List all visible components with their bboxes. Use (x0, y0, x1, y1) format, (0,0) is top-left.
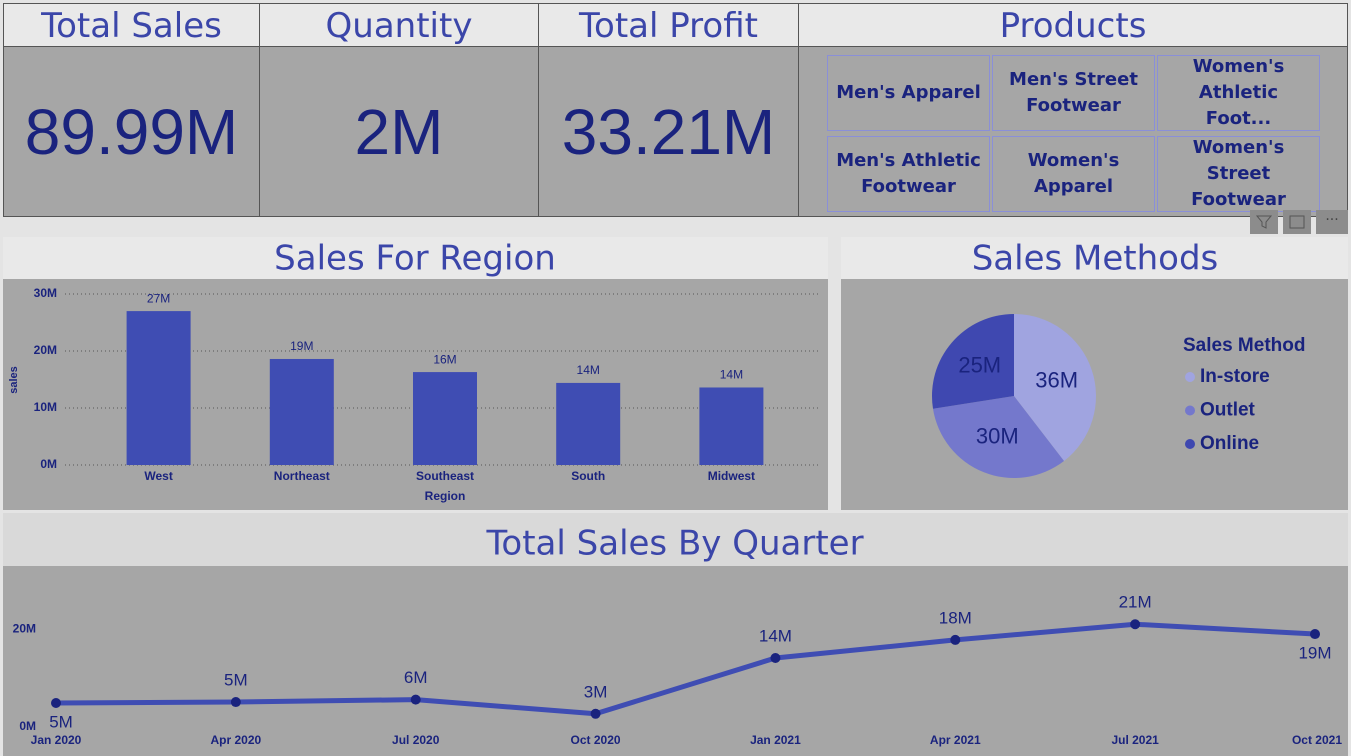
x-tick-label: Northeast (274, 469, 330, 483)
data-label: 19M (1298, 644, 1331, 663)
panel (3, 279, 828, 510)
legend-label: Online (1200, 433, 1259, 454)
card-value: 33.21M (561, 96, 776, 168)
point (51, 698, 61, 709)
chart-title: Total Sales By Quarter (485, 524, 863, 564)
data-label: 14M (759, 626, 792, 645)
slicer-item[interactable]: Women's Apparel (992, 136, 1155, 212)
legend-marker (1185, 405, 1195, 416)
panel (841, 279, 1348, 510)
slicer-item[interactable]: Men's Athletic Footwear (827, 136, 990, 212)
panel (3, 566, 1348, 756)
chart-title: Sales For Region (274, 239, 556, 279)
data-label: 18M (939, 608, 972, 627)
bar (126, 311, 191, 465)
panel-header (3, 237, 828, 279)
slicer: Products Men's Apparel Men's Street Foot… (798, 3, 1348, 217)
x-tick-label: Jan 2020 (31, 733, 82, 747)
data-label: 19M (290, 339, 313, 353)
point (410, 694, 421, 705)
data-label: 21M (1119, 593, 1152, 612)
legend-marker (1185, 372, 1195, 382)
point (770, 653, 781, 664)
card-title: Total Profit (539, 4, 798, 47)
legend-label: In-store (1200, 366, 1270, 387)
bar (269, 358, 334, 465)
y-tick-label: 30M (34, 286, 57, 300)
y-tick-label: 0M (19, 719, 36, 733)
card-value: 89.99M (24, 96, 239, 168)
chart-title: Sales Methods (972, 239, 1219, 279)
pie-slice (931, 314, 1014, 409)
slicer-item[interactable]: Men's Street Footwear (992, 55, 1155, 131)
slicer-item[interactable]: Women's Street Footwear (1157, 136, 1320, 212)
data-label: 5M (224, 671, 248, 690)
bar (556, 382, 621, 465)
data-label: 36M (1035, 367, 1078, 392)
x-tick-label: Jan 2021 (750, 733, 801, 747)
x-tick-label: Apr 2021 (930, 733, 981, 747)
x-tick-label: Jul 2021 (1111, 733, 1159, 747)
data-label: 25M (958, 352, 1001, 377)
y-tick-label: 20M (34, 343, 57, 357)
y-axis-label: sales (8, 366, 20, 394)
line (55, 621, 1316, 717)
point (1310, 629, 1320, 640)
data-label: 3M (584, 682, 608, 701)
data-label: 14M (720, 368, 743, 382)
x-tick-label: Apr 2020 (211, 733, 262, 747)
data-label: 27M (147, 291, 170, 305)
slicer-item[interactable]: Women's Athletic Foot... (1157, 55, 1320, 131)
legend-title: Sales Method (1183, 335, 1305, 356)
card-value: 2M (354, 96, 444, 168)
pie-slice (1014, 314, 1096, 461)
data-label: 16M (433, 352, 456, 366)
x-tick-label: Oct 2021 (1292, 733, 1342, 747)
pie-slice (932, 396, 1065, 478)
legend-marker (1185, 439, 1195, 449)
data-label: 14M (577, 363, 600, 377)
y-tick-label: 20M (13, 621, 36, 635)
panel-header (3, 513, 1348, 566)
bar (413, 372, 477, 465)
legend-label: Outlet (1200, 400, 1256, 421)
point (950, 634, 961, 645)
point (230, 697, 241, 708)
y-tick-label: 0M (40, 457, 57, 471)
x-axis-label: Region (425, 489, 466, 503)
point (1130, 619, 1141, 630)
x-tick-label: Oct 2020 (571, 733, 621, 747)
data-label: 6M (404, 668, 428, 687)
x-tick-label: Midwest (708, 469, 755, 483)
slicer-item[interactable]: Men's Apparel (827, 55, 990, 131)
x-tick-label: West (144, 469, 172, 483)
card-title: Total Sales (4, 4, 259, 47)
data-label: 30M (976, 424, 1019, 449)
bar (699, 387, 764, 465)
x-tick-label: South (571, 469, 605, 483)
card-title: Quantity (260, 4, 538, 47)
x-tick-label: Southeast (416, 469, 474, 483)
panel-header (841, 237, 1348, 279)
slicer-title: Products (799, 4, 1347, 47)
kpi-card: Total Sales 89.99M (3, 3, 260, 217)
x-tick-label: Jul 2020 (392, 733, 440, 747)
kpi-card: Quantity 2M (259, 3, 539, 217)
kpi-card: Total Profit 33.21M (538, 3, 799, 217)
data-label: 5M (49, 713, 73, 732)
y-tick-label: 10M (34, 400, 57, 414)
point (590, 708, 601, 719)
